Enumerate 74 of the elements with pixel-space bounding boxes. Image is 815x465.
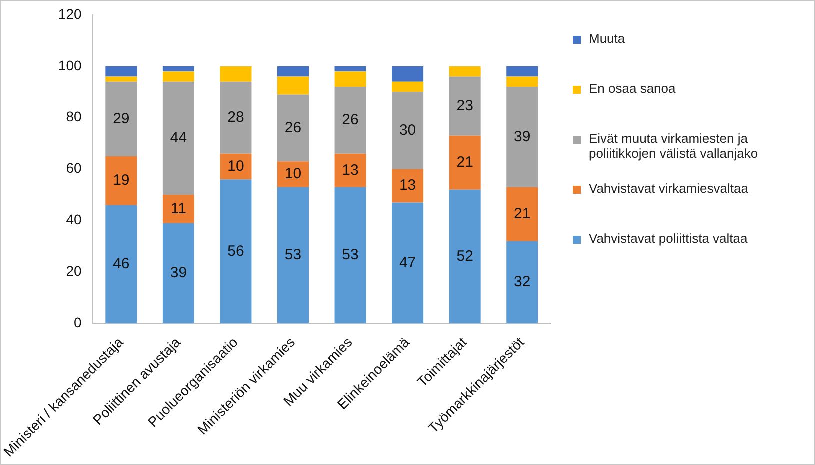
data-label: 19 — [113, 172, 130, 190]
bar — [506, 76, 538, 88]
data-label: 39 — [514, 128, 531, 146]
data-label: 28 — [228, 109, 244, 126]
bar — [106, 82, 138, 156]
bar — [162, 223, 194, 324]
data-label: 29 — [113, 110, 130, 128]
legend-label: Vahvistavat poliittista valtaa — [589, 231, 748, 246]
data-label: 11 — [170, 200, 186, 218]
bar — [106, 76, 138, 82]
legend-label: Eivät muuta virkamiesten ja poliitikkojen välistä vallanjako — [589, 131, 760, 161]
data-label: 23 — [456, 97, 474, 114]
bar — [506, 66, 538, 77]
bar — [392, 92, 424, 170]
bar — [334, 154, 366, 188]
bar — [106, 156, 138, 206]
bar — [449, 136, 481, 190]
data-label: 30 — [399, 122, 416, 139]
bar — [506, 87, 538, 188]
bar — [392, 82, 424, 92]
data-label: 21 — [456, 154, 474, 172]
bar — [334, 187, 366, 324]
bar — [449, 76, 481, 136]
data-label: 53 — [342, 246, 359, 264]
data-label: 21 — [514, 205, 531, 222]
bar — [506, 241, 538, 324]
y-tick-label: 80 — [66, 108, 82, 125]
y-tick-label: 100 — [58, 57, 82, 74]
bar — [277, 94, 309, 162]
bar — [220, 82, 252, 154]
bar — [334, 87, 366, 154]
bar — [392, 169, 424, 203]
bar — [162, 72, 194, 82]
bar — [334, 66, 366, 72]
data-label: 10 — [228, 158, 244, 175]
data-label: 44 — [170, 130, 188, 147]
data-label: 47 — [399, 254, 416, 272]
bar — [334, 72, 366, 88]
data-label: 32 — [514, 274, 531, 291]
data-label: 52 — [456, 248, 474, 265]
data-label: 39 — [170, 264, 188, 282]
bar — [277, 66, 309, 77]
data-label: 13 — [399, 177, 416, 194]
bar — [277, 187, 309, 324]
bar — [392, 202, 424, 324]
bar — [106, 205, 138, 324]
legend-label: Vahvistavat virkamiesvaltaa — [589, 181, 748, 196]
bar — [220, 66, 252, 82]
bar — [277, 162, 309, 188]
data-label: 10 — [284, 166, 302, 183]
bar — [220, 180, 252, 324]
bar — [106, 66, 138, 77]
data-label: 13 — [342, 162, 359, 179]
legend-label: En osaa sanoa — [589, 81, 676, 96]
bar — [277, 76, 309, 95]
bar — [392, 66, 424, 82]
data-label: 26 — [284, 119, 302, 136]
bar — [162, 66, 194, 72]
bar — [220, 154, 252, 180]
data-label: 26 — [342, 112, 359, 129]
bar — [162, 195, 194, 224]
y-tick-label: 40 — [66, 212, 82, 228]
y-tick-label: 60 — [66, 160, 82, 176]
y-tick-label: 20 — [66, 263, 82, 280]
bar — [449, 190, 481, 324]
data-label: 53 — [284, 246, 302, 264]
data-label: 56 — [228, 242, 244, 260]
data-label: 46 — [113, 256, 130, 273]
bar — [449, 66, 481, 77]
bar — [506, 187, 538, 242]
y-tick-label: 0 — [74, 314, 82, 331]
legend-label: Muuta — [589, 31, 626, 46]
y-tick-label: 120 — [58, 6, 82, 22]
bar — [162, 82, 194, 196]
